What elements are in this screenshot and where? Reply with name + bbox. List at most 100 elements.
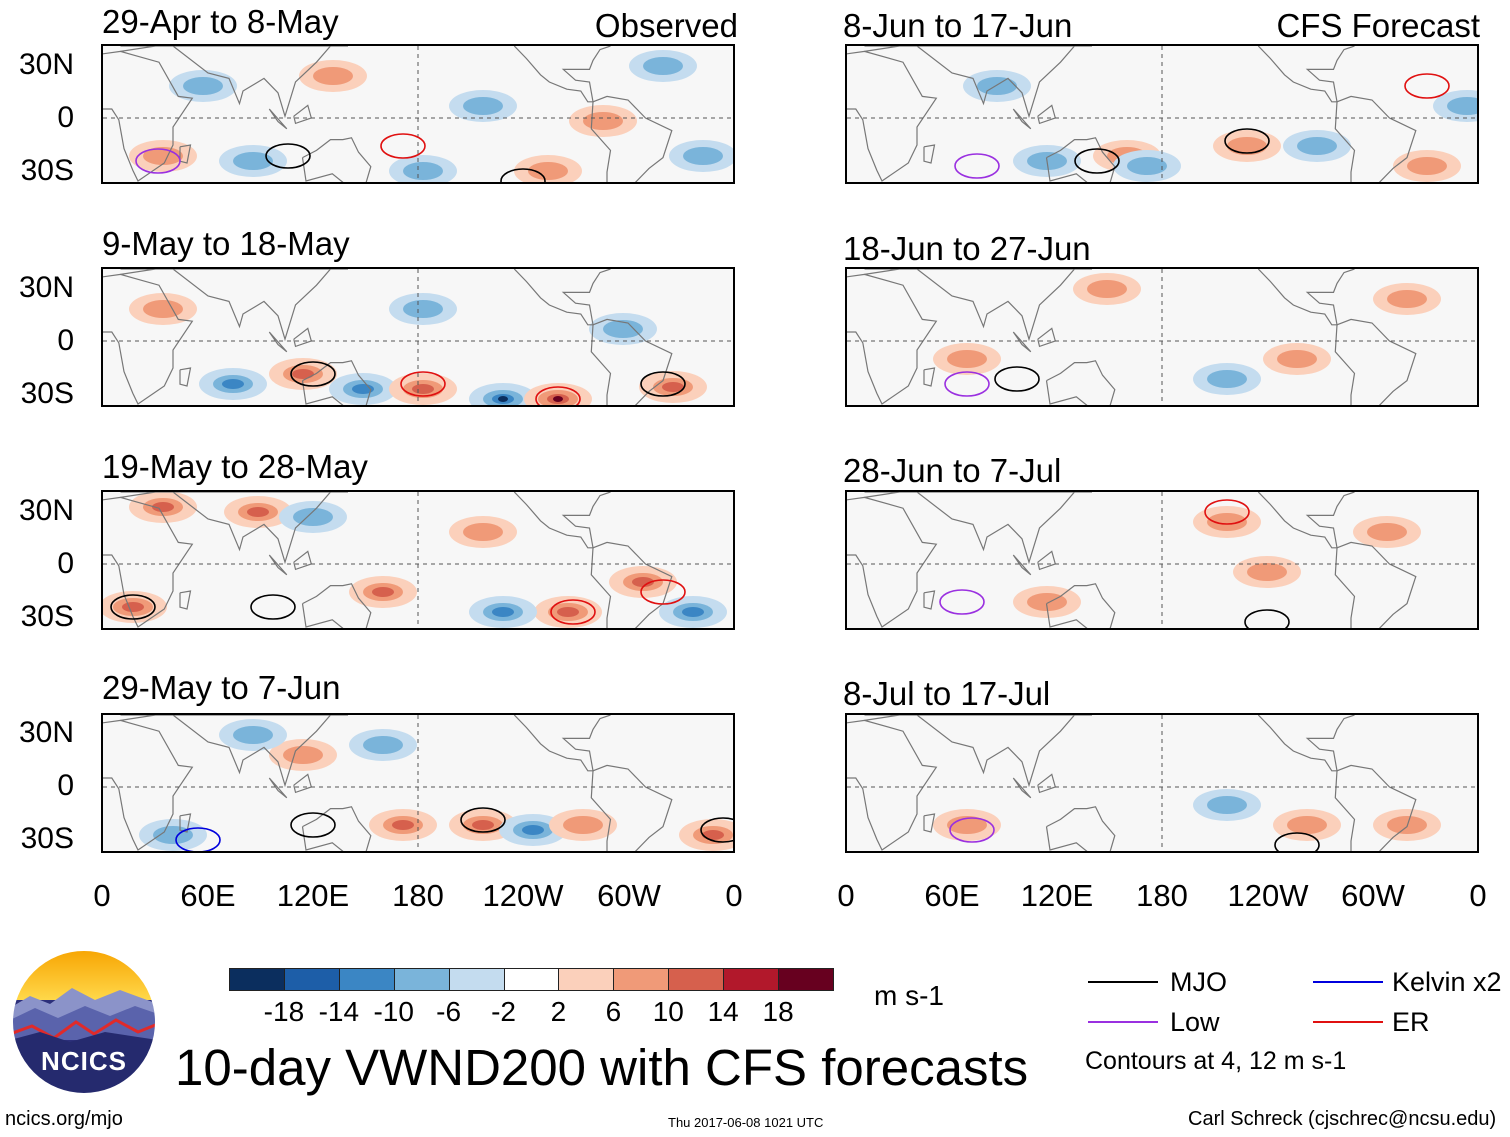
coastline xyxy=(847,496,938,628)
anomaly-shading xyxy=(283,746,323,764)
coastline xyxy=(1257,269,1355,326)
anomaly-map xyxy=(103,492,733,628)
coastline xyxy=(103,50,194,182)
anomaly-shading xyxy=(1277,350,1317,368)
coastline xyxy=(923,590,936,610)
coastline xyxy=(1012,554,1032,576)
lon-label: 120W xyxy=(1227,878,1309,913)
colorbar-tick-label: 10 xyxy=(652,996,684,1027)
anomaly-shading xyxy=(632,577,654,587)
anomaly-shading xyxy=(463,523,503,541)
coastline xyxy=(120,715,348,788)
lat-label-30n: 30N xyxy=(18,716,74,749)
coastline xyxy=(1037,327,1057,348)
anomaly-shading xyxy=(492,607,514,617)
lon-label: 60W xyxy=(597,878,661,913)
coastline xyxy=(1012,777,1032,799)
map-panel-observed-3 xyxy=(101,490,735,630)
filter-contour xyxy=(994,366,1040,392)
anomaly-shading xyxy=(403,300,443,318)
coastline xyxy=(301,360,372,405)
coastline xyxy=(864,269,1092,342)
coastline xyxy=(1257,46,1355,103)
anomaly-shading xyxy=(472,820,494,830)
lon-label: 60E xyxy=(180,878,236,913)
coastline xyxy=(103,273,194,405)
filter-contour xyxy=(1204,499,1250,525)
filter-contour xyxy=(500,168,546,182)
colorbar xyxy=(229,968,834,994)
anomaly-shading xyxy=(702,830,724,840)
filter-contour xyxy=(250,594,296,620)
figure-title: 10-day VWND200 with CFS forecasts xyxy=(175,1039,1029,1096)
coastline xyxy=(1012,108,1032,130)
panel-title-forecast-3: 28-Jun to 7-Jul xyxy=(843,452,1062,489)
anomaly-shading xyxy=(372,587,394,597)
coastline xyxy=(293,104,313,125)
panel-title-observed-4: 29-May to 7-Jun xyxy=(102,669,341,706)
coastline xyxy=(120,492,348,565)
coastline xyxy=(923,144,936,164)
anomaly-shading xyxy=(222,379,244,389)
coastline xyxy=(120,269,348,342)
observed-column-tag: Observed xyxy=(594,7,738,44)
colorbar-swatch xyxy=(503,968,560,991)
lat-label-eq: 0 xyxy=(57,101,74,134)
anomaly-shading xyxy=(643,57,683,75)
legend-low-swatch xyxy=(1088,1021,1158,1023)
anomaly-shading xyxy=(122,602,144,612)
coastline xyxy=(513,46,611,103)
lon-label: 180 xyxy=(1136,878,1188,913)
anomaly-shading xyxy=(233,152,273,170)
lon-label: 0 xyxy=(93,878,111,913)
footer-credit: Carl Schreck (cjschrec@ncsu.edu) xyxy=(1188,1108,1497,1130)
anomaly-shading xyxy=(977,77,1017,95)
panel-title-observed-2: 9-May to 18-May xyxy=(102,225,350,262)
filter-contour xyxy=(460,807,506,833)
anomaly-shading xyxy=(603,320,643,338)
legend-contour-note: Contours at 4, 12 m s-1 xyxy=(1085,1047,1347,1075)
lat-label-30n: 30N xyxy=(18,271,74,304)
map-panel-observed-2 xyxy=(101,267,735,407)
anomaly-shading xyxy=(247,507,269,517)
anomaly-shading xyxy=(1447,97,1477,115)
colorbar-swatch xyxy=(668,968,725,991)
anomaly-shading xyxy=(1407,157,1447,175)
panel-title-forecast-1: 8-Jun to 17-Jun xyxy=(843,7,1073,44)
filter-contour xyxy=(954,153,1000,179)
map-panel-forecast-1 xyxy=(845,44,1479,184)
anomaly-map xyxy=(103,715,733,851)
coastline xyxy=(179,590,192,610)
coastline xyxy=(293,550,313,571)
coastline xyxy=(179,813,192,833)
panel-title-observed-1: 29-Apr to 8-May xyxy=(102,3,339,40)
lon-label: 0 xyxy=(1469,878,1487,913)
colorbar-tick-label: 2 xyxy=(550,996,567,1027)
anomaly-map xyxy=(847,492,1477,628)
panel-title-observed-3: 19-May to 28-May xyxy=(102,448,368,485)
anomaly-shading xyxy=(1297,137,1337,155)
colorbar-swatch xyxy=(723,968,780,991)
colorbar-swatch xyxy=(229,968,285,991)
coastline xyxy=(864,492,1092,565)
coastline xyxy=(590,541,673,628)
coastline xyxy=(1257,715,1355,772)
map-panel-forecast-2 xyxy=(845,267,1479,407)
coastline xyxy=(120,46,348,119)
colorbar-tick-label: -6 xyxy=(436,996,462,1027)
anomaly-shading xyxy=(183,77,223,95)
anomaly-shading xyxy=(392,820,414,830)
filter-contour xyxy=(700,817,733,843)
legend-kelvin-label: Kelvin x2 xyxy=(1392,967,1502,997)
map-panel-observed-1 xyxy=(101,44,735,184)
legend-low-label: Low xyxy=(1170,1007,1220,1037)
colorbar-tick-label: 18 xyxy=(762,996,794,1027)
anomaly-shading xyxy=(1127,157,1167,175)
anomaly-map xyxy=(847,715,1477,851)
anomaly-shading xyxy=(143,300,183,318)
filter-contour xyxy=(944,371,990,397)
filter-contour xyxy=(1274,832,1320,851)
anomaly-shading xyxy=(1207,370,1247,388)
coastline xyxy=(864,715,1092,788)
coastline xyxy=(864,46,1092,119)
